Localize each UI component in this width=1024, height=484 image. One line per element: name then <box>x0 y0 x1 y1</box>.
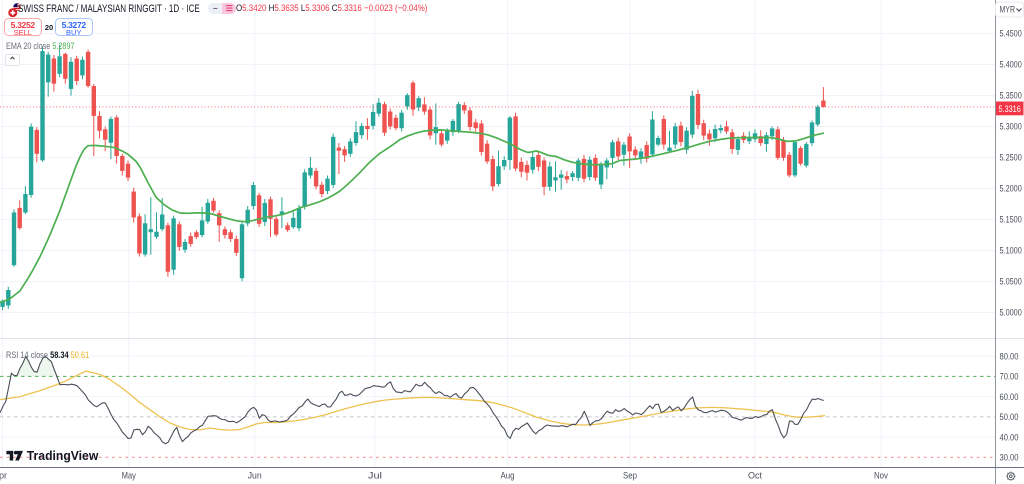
svg-text:60.00: 60.00 <box>1000 392 1019 403</box>
svg-text:30.00: 30.00 <box>1000 453 1019 464</box>
svg-text:5.3500: 5.3500 <box>1000 91 1022 102</box>
svg-text:Sep: Sep <box>623 471 637 482</box>
svg-text:5.0500: 5.0500 <box>1000 277 1022 288</box>
svg-text:40.00: 40.00 <box>1000 432 1019 443</box>
svg-text:5.4500: 5.4500 <box>1000 29 1022 40</box>
svg-text:Jul: Jul <box>368 471 382 482</box>
svg-text:80.00: 80.00 <box>1000 351 1019 362</box>
svg-text:5.1000: 5.1000 <box>1000 246 1022 257</box>
svg-text:50.00: 50.00 <box>1000 412 1019 423</box>
svg-text:Nov: Nov <box>874 471 888 482</box>
svg-text:Apr: Apr <box>0 471 7 482</box>
svg-text:TradingView: TradingView <box>27 448 99 463</box>
svg-text:Oct: Oct <box>748 471 762 482</box>
svg-text:5.2000: 5.2000 <box>1000 184 1022 195</box>
svg-text:5.3000: 5.3000 <box>1000 122 1022 133</box>
svg-text:Aug: Aug <box>501 471 515 482</box>
svg-text:MYR: MYR <box>1000 5 1016 16</box>
svg-text:5.2500: 5.2500 <box>1000 153 1022 164</box>
svg-text:5.3316: 5.3316 <box>999 104 1021 115</box>
svg-text:May: May <box>122 471 136 482</box>
svg-text:5.1500: 5.1500 <box>1000 215 1022 226</box>
svg-text:70.00: 70.00 <box>1000 372 1019 383</box>
svg-text:Jun: Jun <box>248 471 262 482</box>
svg-text:5.4000: 5.4000 <box>1000 60 1022 71</box>
svg-text:5.0000: 5.0000 <box>1000 308 1022 319</box>
